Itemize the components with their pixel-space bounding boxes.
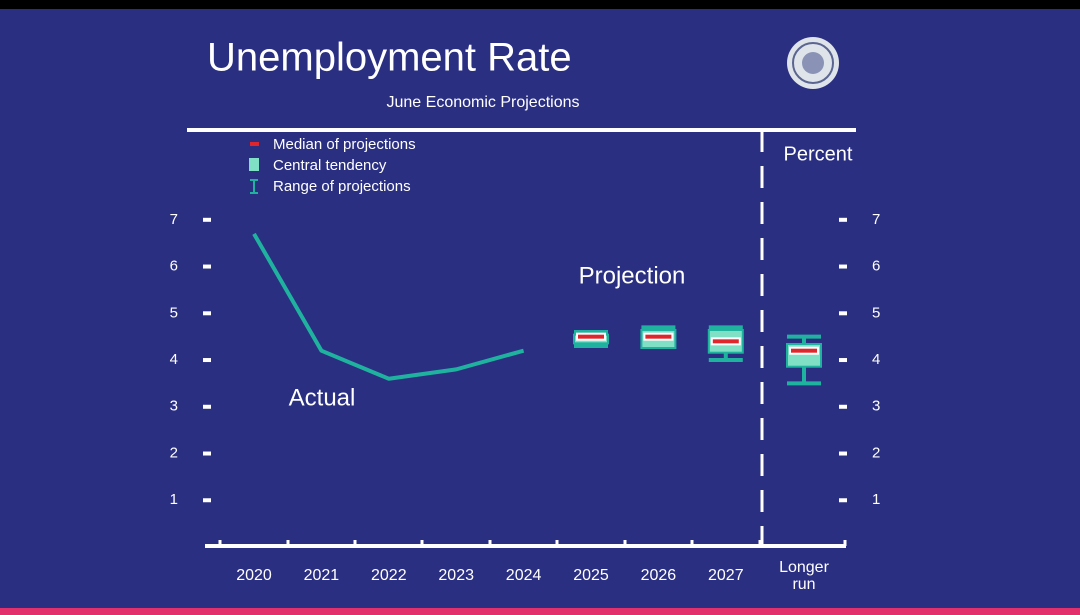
legend-label: Range of projections: [273, 178, 411, 195]
y2-tick-label: 6: [872, 258, 880, 275]
y2-tick-label: 2: [872, 444, 880, 461]
y2-tick-label: 3: [872, 398, 880, 415]
x-tick-label: 2023: [438, 567, 474, 584]
y-axis-label: Percent: [784, 143, 853, 165]
median: [576, 332, 606, 341]
legend-swatch: [250, 179, 258, 194]
y-tick-label: 7: [170, 211, 178, 228]
y-tick-label: 2: [170, 444, 178, 461]
x-tick-label: 2027: [708, 567, 744, 584]
x-tick-label: 2021: [303, 567, 340, 584]
legend-label: Median of projections: [273, 136, 416, 153]
x-tick-label: 2020: [236, 567, 272, 584]
y2-tick-label: 5: [872, 304, 880, 321]
top-bar: [0, 0, 1080, 9]
median: [710, 337, 741, 346]
y-tick-label: 3: [170, 398, 178, 415]
x-tick-label: 2026: [640, 567, 677, 584]
line: [252, 232, 525, 381]
x-tick-label: Longer run: [779, 559, 829, 593]
legend-label: Central tendency: [273, 157, 387, 174]
y-tick-label: 6: [170, 258, 178, 275]
y2-tick-label: 1: [872, 491, 880, 508]
y-tick-label: 4: [170, 351, 178, 368]
y-tick-label: 1: [170, 491, 178, 508]
bottom-bar: [0, 608, 1080, 615]
legend: Median of projections Central tendency R…: [249, 136, 416, 195]
y2-tick-label: 4: [872, 351, 880, 368]
y-tick-label: 5: [170, 304, 178, 321]
legend-swatch: [249, 158, 259, 171]
chart-subtitle: June Economic Projections: [387, 94, 580, 111]
median: [789, 346, 819, 355]
x-tick-label: 2022: [371, 567, 407, 584]
x-tick-label: 2025: [573, 567, 609, 584]
median: [643, 332, 674, 341]
annotation: Projection: [579, 262, 686, 289]
y2-tick-label: 7: [872, 211, 880, 228]
x-tick-label: 2024: [505, 567, 542, 584]
seal: [787, 37, 839, 89]
legend-swatch: [250, 142, 259, 146]
annotation: Actual: [289, 384, 356, 411]
chart-title: Unemployment Rate: [207, 36, 572, 80]
